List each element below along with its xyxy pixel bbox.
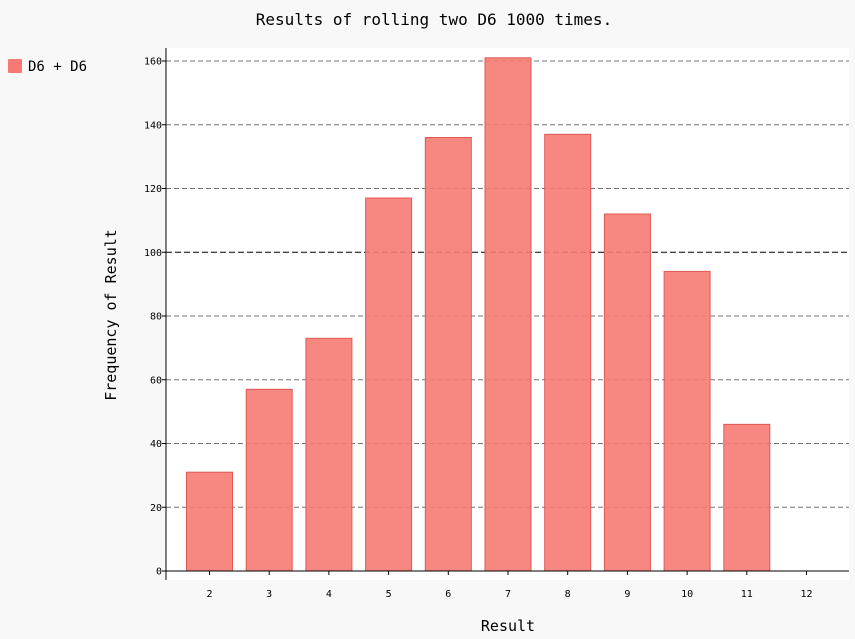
x-tick-labels: 2 3 4 5 6 7 8 9 10 11 12 bbox=[206, 571, 813, 600]
y-tick-label: 140 bbox=[144, 120, 162, 131]
x-tick-label: 5 bbox=[386, 589, 392, 600]
y-tick-label: 60 bbox=[150, 375, 162, 386]
x-tick-label: 2 bbox=[206, 589, 212, 600]
x-tick-label: 11 bbox=[741, 589, 753, 600]
x-tick-label: 4 bbox=[326, 589, 332, 600]
x-tick-label: 9 bbox=[624, 589, 630, 600]
x-tick-label: 3 bbox=[266, 589, 272, 600]
bar-10 bbox=[663, 270, 711, 572]
x-tick-label: 8 bbox=[565, 589, 571, 600]
y-tick-label: 20 bbox=[150, 503, 162, 514]
bar-11 bbox=[723, 423, 771, 572]
chart-title: Results of rolling two D6 1000 times. bbox=[256, 10, 612, 29]
x-tick-label: 12 bbox=[800, 589, 812, 600]
x-tick-label: 10 bbox=[681, 589, 693, 600]
y-tick-label: 160 bbox=[144, 57, 162, 68]
bar-6 bbox=[424, 137, 472, 572]
bar-3 bbox=[245, 388, 293, 572]
bar-7 bbox=[484, 57, 532, 572]
y-tick-labels: 0 20 40 60 80 100 120 140 160 bbox=[144, 57, 166, 578]
y-axis-label: Frequency of Result bbox=[102, 229, 120, 401]
bar-2 bbox=[186, 471, 233, 572]
x-tick-label: 6 bbox=[445, 589, 451, 600]
legend-label: D6 + D6 bbox=[28, 59, 87, 75]
y-tick-label: 40 bbox=[150, 439, 162, 450]
bar-5 bbox=[365, 197, 413, 572]
bar-9 bbox=[603, 213, 651, 572]
legend-swatch bbox=[8, 59, 22, 73]
bars bbox=[186, 57, 771, 572]
bar-8 bbox=[544, 133, 592, 572]
x-tick-label: 7 bbox=[505, 589, 511, 600]
y-tick-label: 100 bbox=[144, 248, 162, 259]
legend: D6 + D6 bbox=[8, 59, 87, 75]
x-axis-label: Result bbox=[481, 617, 535, 635]
y-tick-label: 0 bbox=[156, 567, 162, 578]
y-tick-label: 80 bbox=[150, 312, 162, 323]
bar-4 bbox=[305, 337, 353, 572]
y-tick-label: 120 bbox=[144, 184, 162, 195]
